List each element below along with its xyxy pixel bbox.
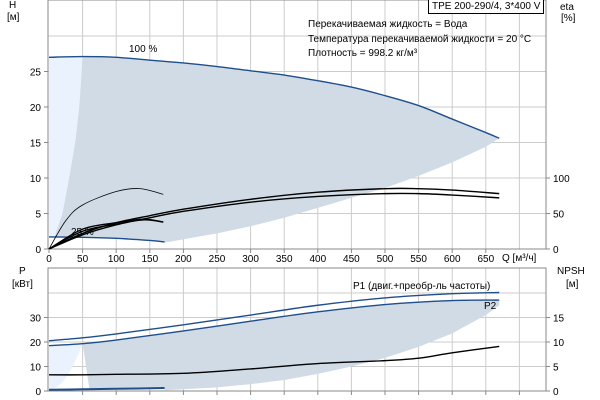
x-tick-label: 450 (343, 254, 360, 265)
power-region (82, 300, 500, 391)
x-tick-label: 100 (108, 254, 125, 265)
x-tick-label: 550 (410, 254, 427, 265)
y-tick-label: 25 (30, 68, 42, 79)
x-tick-label: 650 (477, 254, 494, 265)
y2-tick-label: 5 (553, 363, 559, 374)
top-plot-frame (47, 0, 547, 250)
y-tick-label: 20 (30, 103, 42, 114)
x-tick-label: 400 (309, 254, 326, 265)
y2-axis-label-npsh: NPSH (557, 266, 585, 277)
x-tick-label: 50 (77, 254, 89, 265)
y2-tick-label: 15 (553, 314, 565, 325)
y-axis-unit-h: [м] (7, 12, 20, 23)
chart-title: TPE 200-290/4, 3*400 V (432, 1, 541, 12)
operating-region (54, 56, 500, 243)
y2-tick-label: 50 (553, 210, 565, 221)
y2-tick-label: 100 (553, 174, 570, 185)
series-label-p1: P1 (двиг.+преобр-ль частоты) (353, 281, 491, 292)
y-axis-label-p: P (19, 266, 26, 277)
curve-label-25: 25 % (71, 227, 94, 238)
x-tick-label: 250 (209, 254, 226, 265)
x-tick-label: 200 (175, 254, 192, 265)
series-P2 (48, 299, 500, 347)
y-tick-label: 30 (30, 314, 42, 325)
legend-box: TPE 200-290/4, 3*400 V (428, 0, 545, 14)
y2-tick-label: 0 (553, 245, 559, 256)
y2-axis-unit-eta: [%] (561, 13, 576, 24)
info-liquid: Перекачиваемая жидкость = Вода (308, 19, 468, 30)
y2-tick-label: 10 (553, 338, 565, 349)
x-tick-label: 0 (46, 254, 52, 265)
x-axis-label: Q [м³/ч] (502, 253, 537, 264)
series-P_25 (48, 387, 165, 391)
info-density: Плотность = 998.2 кг/м³ (308, 48, 418, 59)
y-tick-label: 0 (35, 387, 41, 398)
y2-axis-label-eta: eta (560, 2, 574, 13)
series-H_100 (48, 55, 500, 139)
x-tick-label: 150 (141, 254, 158, 265)
y-axis-label-h: H (9, 0, 17, 11)
series-NPSH (48, 345, 500, 376)
series-label-p2: P2 (484, 301, 497, 312)
y2-tick-label: 0 (553, 387, 559, 398)
curve-label-100: 100 % (129, 44, 158, 55)
series-eta_25_c (48, 219, 164, 250)
x-tick-label: 600 (444, 254, 461, 265)
y-axis-unit-p: [кВт] (12, 279, 33, 290)
series-eta_100_b (48, 192, 500, 250)
series-eta_25_a (48, 188, 164, 250)
series-H_25 (48, 236, 165, 243)
y-tick-label: 10 (30, 363, 42, 374)
y-tick-label: 10 (30, 174, 42, 185)
x-tick-label: 300 (242, 254, 259, 265)
bottom-plot-frame (47, 267, 547, 392)
y-tick-label: 0 (35, 245, 41, 256)
y-tick-label: 5 (35, 210, 41, 221)
x-tick-label: 500 (377, 254, 394, 265)
y2-axis-unit-npsh: [м] (566, 279, 579, 290)
operating-region-light (49, 56, 83, 237)
series-P1 (48, 291, 500, 342)
x-tick-label: 350 (276, 254, 293, 265)
y-tick-label: 15 (30, 139, 42, 150)
y-tick-label: 20 (30, 338, 42, 349)
info-temperature: Температура перекачиваемой жидкости = 20… (308, 34, 532, 45)
power-region-light (49, 343, 83, 390)
